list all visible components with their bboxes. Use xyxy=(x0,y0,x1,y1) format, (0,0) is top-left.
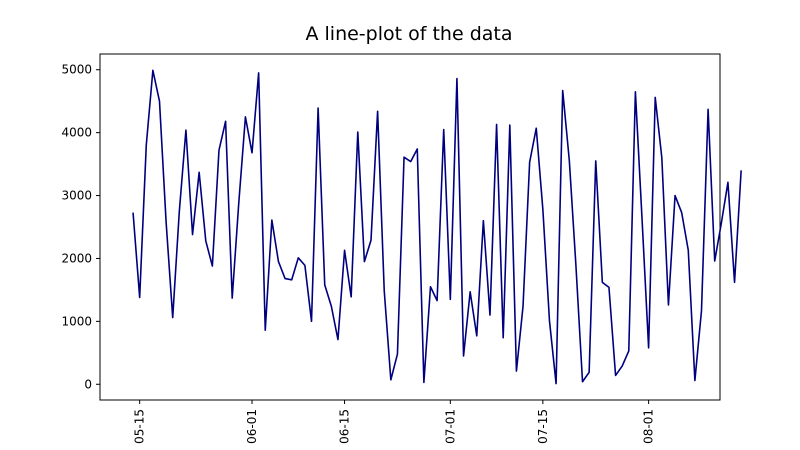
x-tick-label: 07-15 xyxy=(536,409,550,444)
x-tick-label: 06-01 xyxy=(245,409,259,444)
chart-title: A line-plot of the data xyxy=(305,23,512,45)
x-tick-label: 07-01 xyxy=(443,409,457,444)
x-tick-label: 06-15 xyxy=(338,409,352,444)
y-tick-label: 5000 xyxy=(61,63,92,77)
x-tick-label: 05-15 xyxy=(133,409,147,444)
x-tick-label: 08-01 xyxy=(642,409,656,444)
data-line xyxy=(132,69,742,385)
y-tick-label: 3000 xyxy=(61,189,92,203)
y-tick-label: 2000 xyxy=(61,251,92,265)
y-tick-label: 1000 xyxy=(61,314,92,328)
y-tick-label: 0 xyxy=(84,377,92,391)
x-axis: 05-15 06-01 06-15 07-01 07-15 08-01 xyxy=(133,400,656,444)
y-tick-label: 4000 xyxy=(61,126,92,140)
y-axis: 0 1000 2000 3000 4000 5000 xyxy=(61,63,100,391)
